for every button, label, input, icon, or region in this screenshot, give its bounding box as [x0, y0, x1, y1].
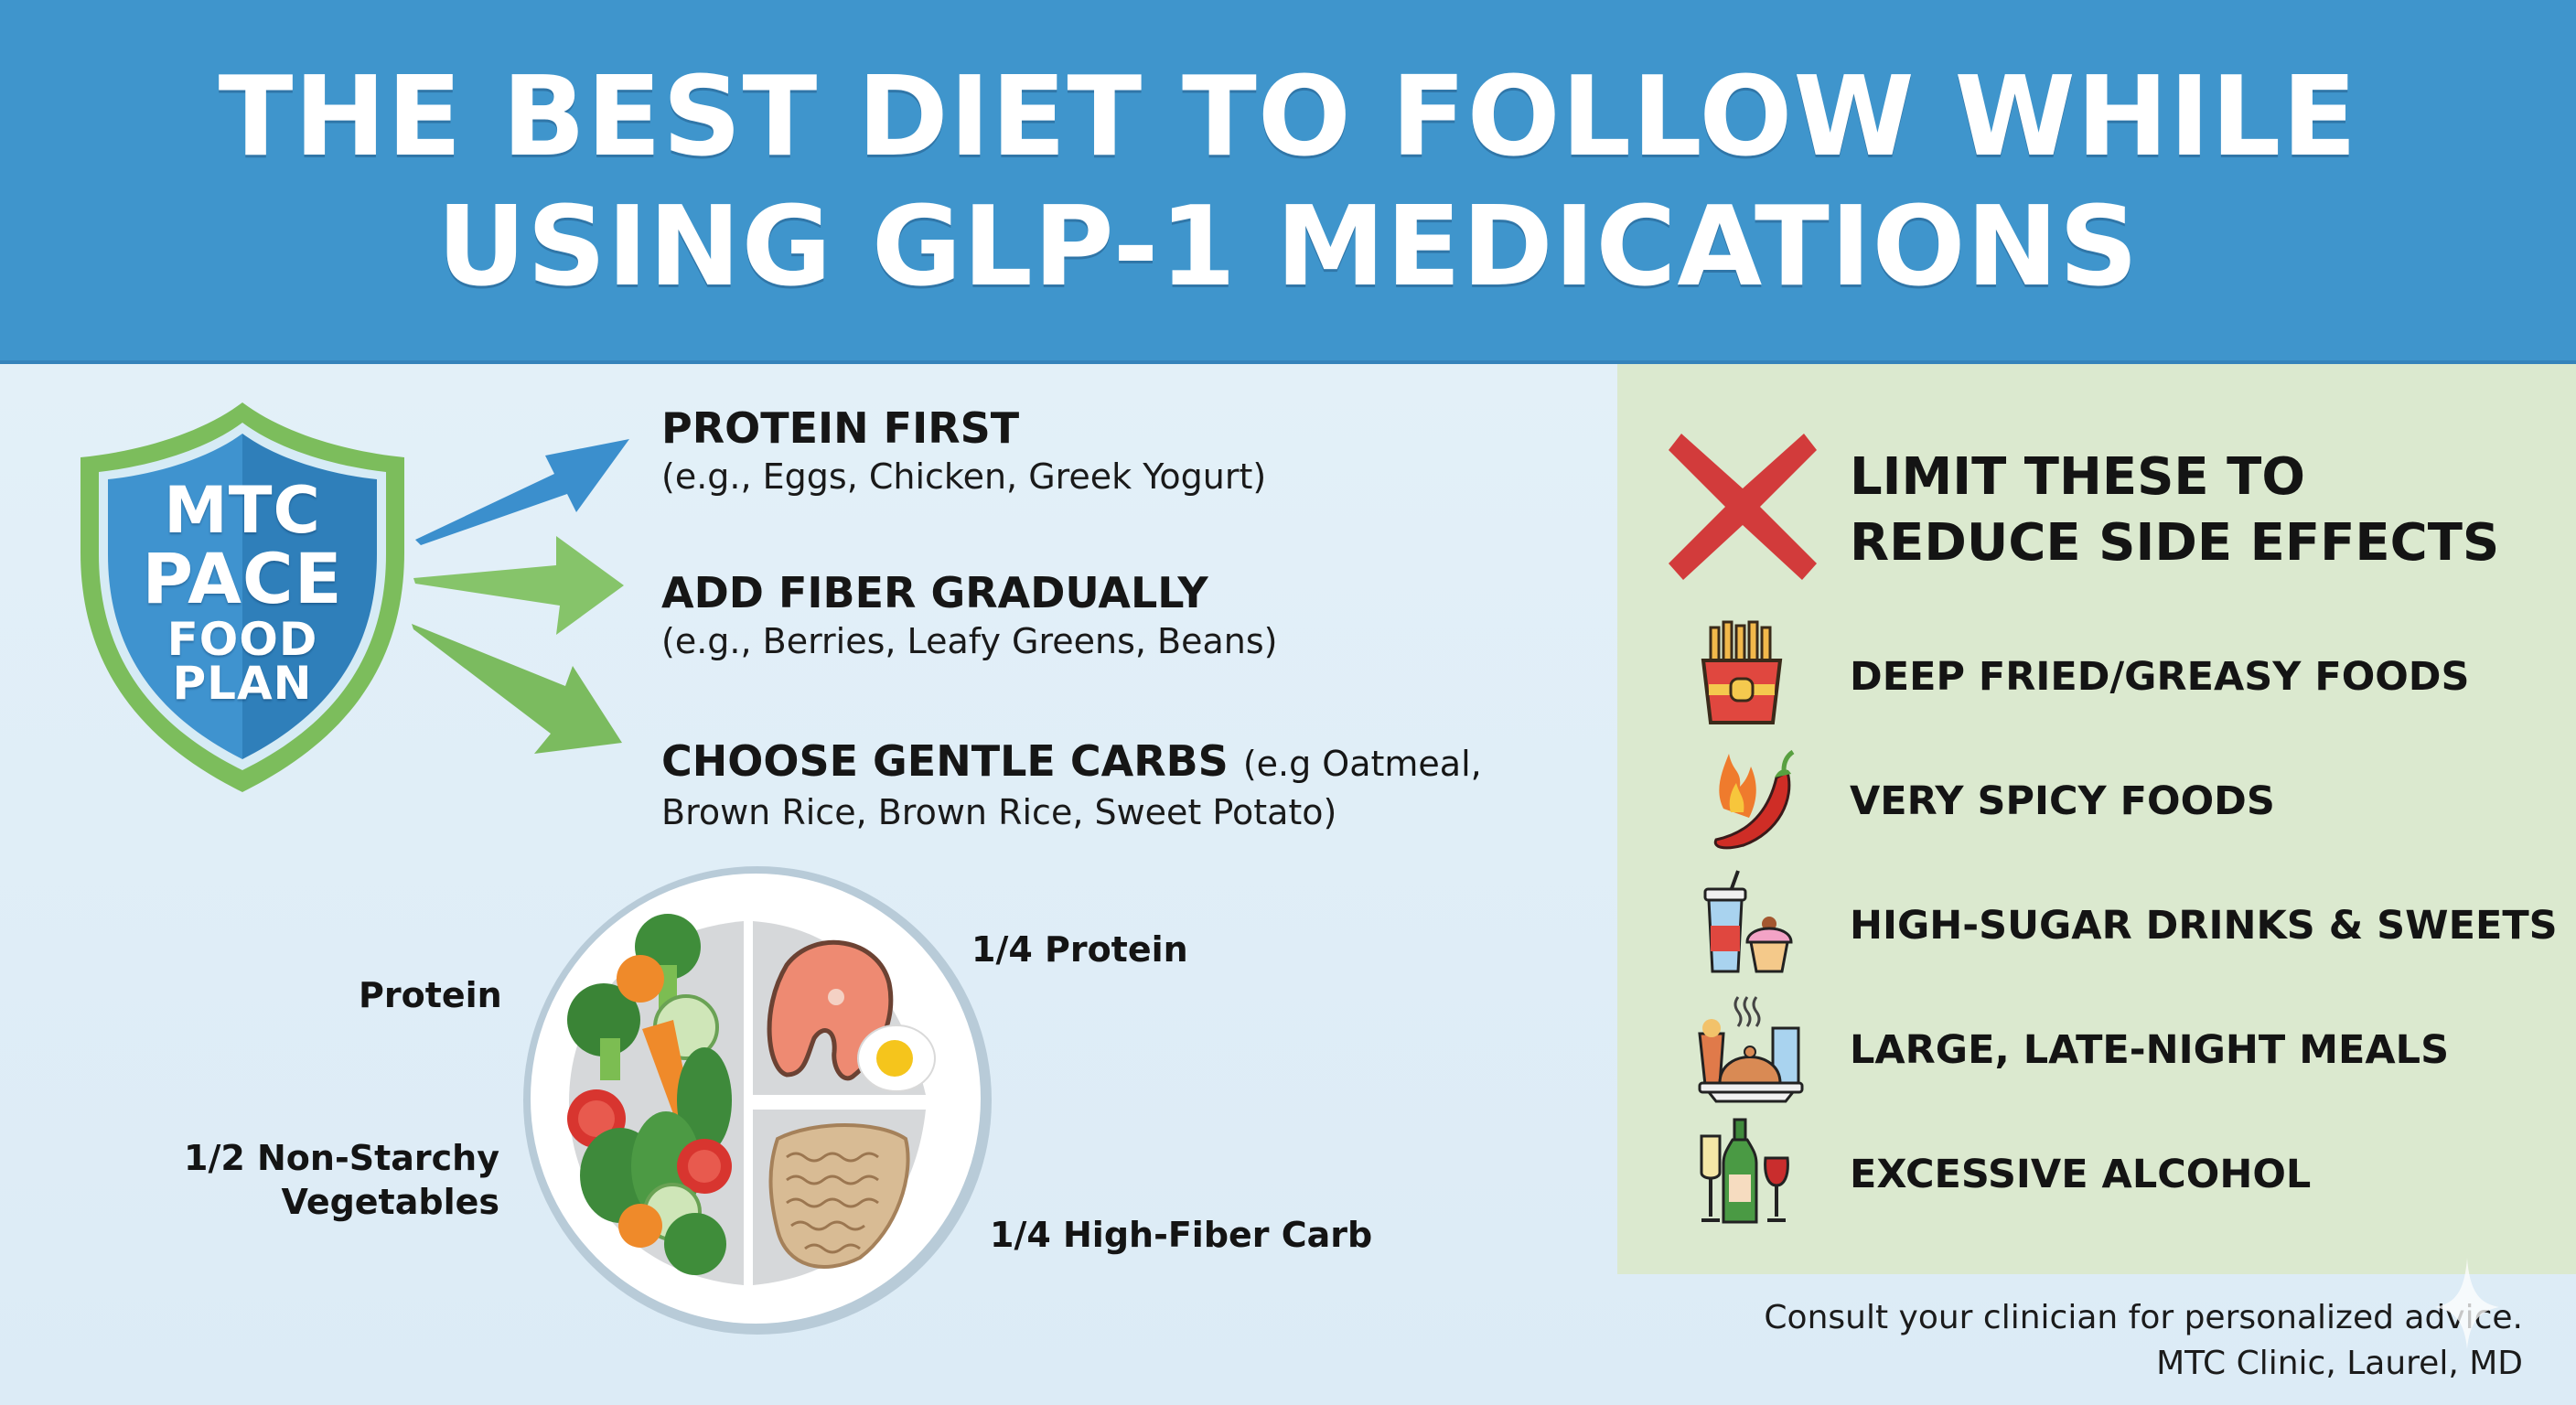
limit-item-label: DEEP FRIED/GREASY FOODS [1850, 654, 2470, 700]
shield-line-plan: PLAN [172, 657, 313, 710]
rule-title: ADD FIBER GRADUALLY [661, 568, 1208, 617]
page-title: THE BEST DIET TO FOLLOW WHILE USING GLP-… [0, 53, 2576, 313]
plate-label-vegetables: 1/2 Non-Starchy Vegetables [165, 1136, 499, 1224]
rule-examples-inline: (e.g Oatmeal, [1242, 744, 1482, 784]
arrows-group [412, 439, 629, 754]
sparkle-watermark-icon [2435, 1258, 2499, 1349]
salmon-egg-icon [767, 939, 936, 1092]
limit-item-sugar: HIGH-SUGAR DRINKS & SWEETS [1696, 869, 2565, 979]
rule-title: CHOOSE GENTLE CARBS [661, 736, 1229, 786]
grain-icon [768, 1123, 910, 1269]
vegetables-label-line2: Vegetables [281, 1182, 499, 1222]
arrow-up-right-icon [415, 439, 629, 545]
limit-item-label: HIGH-SUGAR DRINKS & SWEETS [1850, 903, 2558, 949]
plate-label-protein-right: 1/4 Protein [971, 929, 1188, 970]
limit-item-late-meals: LARGE, LATE-NIGHT MEALS [1696, 993, 2565, 1103]
limit-title-line1: LIMIT THESE TO [1850, 447, 2305, 507]
limit-item-fried: DEEP FRIED/GREASY FOODS [1696, 620, 2565, 730]
limit-title: LIMIT THESE TO REDUCE SIDE EFFECTS [1850, 445, 2499, 576]
footer-disclaimer: Consult your clinician for personalized … [1764, 1295, 2523, 1387]
red-x-icon [1669, 434, 1817, 580]
header-banner: THE BEST DIET TO FOLLOW WHILE USING GLP-… [0, 0, 2576, 364]
rule-title: PROTEIN FIRST [661, 403, 1020, 453]
rule-protein-first: PROTEIN FIRST (e.g., Eggs, Chicken, Gree… [661, 402, 1266, 499]
plate-label-carb: 1/4 High-Fiber Carb [990, 1215, 1373, 1255]
title-line-2: USING GLP-1 MEDICATIONS [436, 184, 2140, 311]
limit-item-label: EXCESSIVE ALCOHOL [1850, 1152, 2312, 1197]
title-line-1: THE BEST DIET TO FOLLOW WHILE [218, 54, 2358, 181]
rule-add-fiber: ADD FIBER GRADUALLY (e.g., Berries, Leaf… [661, 567, 1277, 664]
limit-item-label: VERY SPICY FOODS [1850, 778, 2275, 824]
arrow-down-right-icon [412, 624, 622, 754]
plate-label-protein-left: Protein [359, 975, 502, 1015]
fries-icon [1701, 620, 1783, 724]
shield-line-mtc: MTC [164, 473, 321, 548]
chili-pepper-icon [1713, 749, 1795, 850]
rule-gentle-carbs: CHOOSE GENTLE CARBS (e.g Oatmeal, Brown … [661, 735, 1482, 835]
plate-diagram [523, 866, 992, 1335]
limit-title-line2: REDUCE SIDE EFFECTS [1850, 513, 2500, 573]
arrow-right-icon [413, 536, 624, 635]
disclaimer-text: Consult your clinician for personalized … [1764, 1299, 2523, 1336]
vegetables-label-line1: 1/2 Non-Starchy [184, 1138, 499, 1178]
rule-examples: Brown Rice, Brown Rice, Sweet Potato) [661, 792, 1337, 832]
shield-line-food: FOOD [166, 613, 318, 666]
rule-examples: (e.g., Eggs, Chicken, Greek Yogurt) [661, 456, 1267, 497]
shield-line-pace: PACE [142, 538, 343, 619]
vegetables-icon [567, 914, 744, 1285]
rule-title-row: CHOOSE GENTLE CARBS (e.g Oatmeal, [661, 735, 1482, 789]
clinic-location: MTC Clinic, Laurel, MD [2156, 1345, 2523, 1382]
wine-icon [1700, 1118, 1789, 1224]
limit-item-alcohol: EXCESSIVE ALCOHOL [1696, 1118, 2565, 1228]
limit-item-spicy: VERY SPICY FOODS [1696, 745, 2565, 854]
meal-platter-icon [1698, 996, 1804, 1103]
soda-cupcake-icon [1703, 870, 1793, 973]
rule-examples: (e.g., Berries, Leafy Greens, Beans) [661, 621, 1278, 661]
limit-item-label: LARGE, LATE-NIGHT MEALS [1850, 1027, 2450, 1073]
shield-icon [80, 402, 404, 792]
